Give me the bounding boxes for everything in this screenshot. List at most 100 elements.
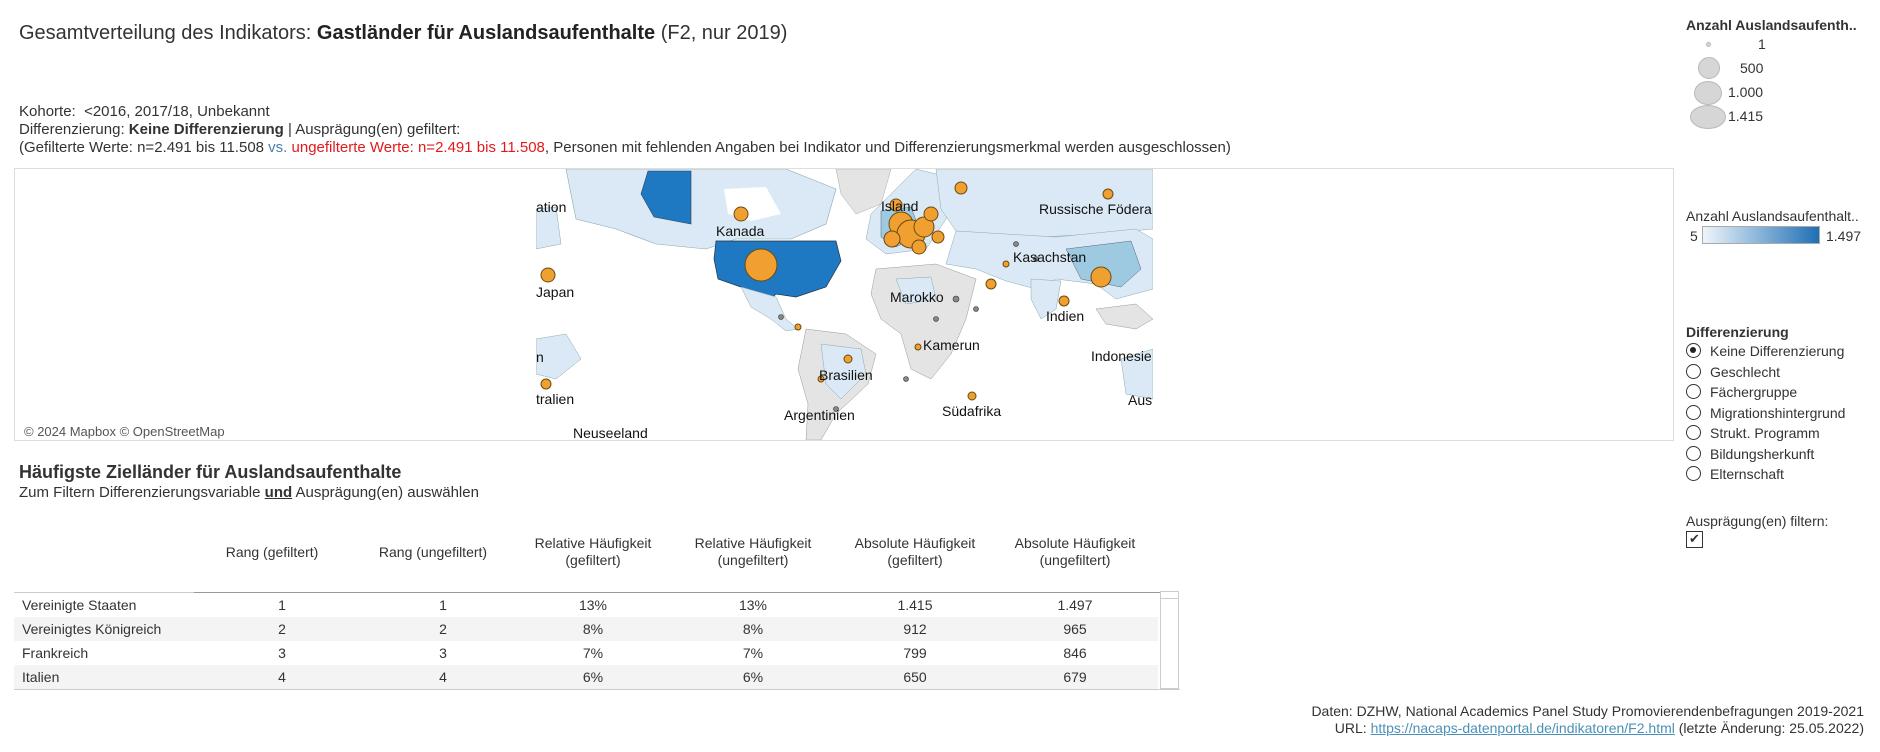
- diff-filter-title: Differenzierung: [1686, 324, 1789, 340]
- header-rang-ungefiltert[interactable]: Rang (ungefiltert): [378, 544, 488, 560]
- size-legend-ball-500: [1698, 57, 1720, 79]
- cell-land: Vereinigtes Königreich: [22, 621, 162, 637]
- map-label-argentinien: Argentinien: [784, 407, 855, 423]
- size-legend: 1 500 1.000 1.415: [1686, 36, 1846, 132]
- radio-label[interactable]: Geschlecht: [1710, 364, 1781, 380]
- cell-rang-gef: 1: [278, 597, 286, 613]
- cell-abs-gef: 912: [903, 621, 927, 637]
- diff-suffix: | Ausprägung(en) gefiltert:: [283, 121, 461, 138]
- map-label-kasachstan: Kasachstan: [1013, 249, 1087, 265]
- map-label-n: n: [536, 349, 544, 365]
- kohorte-label: Kohorte:: [19, 103, 76, 120]
- map-label-island: Island: [881, 198, 919, 214]
- size-legend-ball-1415: [1690, 105, 1726, 129]
- header-rel-gefiltert[interactable]: Relative Häufigkeit (gefiltert): [523, 535, 663, 569]
- radio-faechergruppe[interactable]: [1686, 384, 1701, 399]
- radio-label[interactable]: Migrationshintergrund: [1710, 405, 1846, 421]
- subtitle-und: und: [264, 484, 293, 501]
- cell-rang-gef: 3: [278, 645, 286, 661]
- map-label-neuseeland: Neuseeland: [573, 425, 648, 440]
- size-legend-label-1000: 1.000: [1728, 84, 1764, 100]
- header-rel-ungefiltert[interactable]: Relative Häufigkeit (ungefiltert): [683, 535, 823, 569]
- footer-url-link[interactable]: https://nacaps-datenportal.de/indikatore…: [1370, 720, 1675, 736]
- header-abs-gef-line1: Absolute Häufigkeit: [854, 535, 976, 551]
- table-subtitle: Zum Filtern Differenzierungsvariable und…: [19, 484, 479, 501]
- filter-info: Kohorte: <2016, 2017/18, Unbekannt Diffe…: [19, 103, 1231, 157]
- cell-rang-ungef: 1: [439, 597, 447, 613]
- cell-rel-ungef: 7%: [742, 645, 764, 661]
- map-label-indien: Indien: [1046, 308, 1085, 324]
- radio-elternschaft[interactable]: [1686, 466, 1701, 481]
- header-rel-ungef-line1: Relative Häufigkeit: [694, 535, 812, 551]
- table-title: Häufigste Zielländer für Auslandsaufenth…: [19, 462, 402, 482]
- radio-bildungsherkunft[interactable]: [1686, 446, 1701, 461]
- cell-abs-gef: 650: [903, 669, 927, 685]
- header-abs-ungef-line1: Absolute Häufigkeit: [1014, 535, 1136, 551]
- size-legend-ball-1000: [1694, 81, 1722, 105]
- kohorte-value: <2016, 2017/18, Unbekannt: [84, 103, 270, 120]
- map-label-marokko: Marokko: [890, 289, 944, 305]
- map-label-kamerun: Kamerun: [923, 337, 980, 353]
- radio-label[interactable]: Strukt. Programm: [1710, 425, 1820, 441]
- table-scrollbar[interactable]: [1160, 591, 1179, 689]
- cell-abs-gef: 799: [903, 645, 927, 661]
- radio-migrationshintergrund[interactable]: [1686, 405, 1701, 420]
- table-bottom-border: [14, 689, 1180, 690]
- table-row[interactable]: Italien 4 4 6% 6% 650 679: [14, 665, 1158, 689]
- size-legend-title: Anzahl Auslandsaufenth..: [1686, 17, 1857, 33]
- radio-keine-differenzierung[interactable]: [1686, 343, 1701, 358]
- map-label-ation: ation: [536, 199, 567, 215]
- radio-strukt-programm[interactable]: [1686, 425, 1701, 440]
- world-map[interactable]: ation Kanada Island Russische Födera Jap…: [536, 169, 1153, 440]
- cell-abs-ungef: 846: [1063, 645, 1087, 661]
- color-legend-max: 1.497: [1826, 228, 1862, 244]
- page-title: Gesamtverteilung des Indikators: Gastlän…: [19, 22, 787, 45]
- table-row[interactable]: Vereinigte Staaten 1 1 13% 13% 1.415 1.4…: [14, 593, 1158, 617]
- map-label-indonesien: Indonesie: [1091, 348, 1152, 364]
- cell-rang-ungef: 3: [439, 645, 447, 661]
- filter-label: Ausprägung(en) filtern:: [1686, 513, 1829, 529]
- map-label-kanada: Kanada: [716, 223, 765, 239]
- cell-abs-ungef: 1.497: [1057, 597, 1093, 613]
- size-legend-label-1415: 1.415: [1728, 108, 1764, 124]
- filter-suffix: , Personen mit fehlenden Angaben bei Ind…: [544, 139, 1231, 156]
- radio-label[interactable]: Elternschaft: [1710, 466, 1784, 482]
- cell-rel-ungef: 8%: [742, 621, 764, 637]
- map-label-japan: Japan: [536, 284, 575, 300]
- table-row[interactable]: Frankreich 3 3 7% 7% 799 846: [14, 641, 1158, 665]
- diff-value: Keine Differenzierung: [128, 121, 284, 138]
- cell-rel-ungef: 6%: [742, 669, 764, 685]
- subtitle-prefix: Zum Filtern Differenzierungsvariable: [19, 484, 265, 501]
- color-legend-gradient: [1702, 226, 1820, 244]
- cell-rel-gef: 7%: [582, 645, 604, 661]
- radio-label[interactable]: Bildungsherkunft: [1710, 446, 1815, 462]
- table-row[interactable]: Vereinigtes Königreich 2 2 8% 8% 912 965: [14, 617, 1158, 641]
- header-rang-gefiltert[interactable]: Rang (gefiltert): [225, 544, 319, 560]
- footer-url-line: URL: https://nacaps-datenportal.de/indik…: [1335, 720, 1864, 736]
- radio-geschlecht[interactable]: [1686, 364, 1701, 379]
- cell-rel-ungef: 13%: [738, 597, 768, 613]
- cell-land: Italien: [22, 669, 60, 685]
- filter-vs: vs.: [268, 139, 288, 156]
- radio-label[interactable]: Fächergruppe: [1710, 384, 1798, 400]
- cell-rang-gef: 2: [278, 621, 286, 637]
- header-rel-ungef-line2: (ungefiltert): [717, 552, 789, 568]
- map-label-aus: Aus: [1128, 392, 1153, 408]
- header-rel-gef-line2: (gefiltert): [565, 552, 621, 568]
- filter-unfiltered: ungefilterte Werte: n=2.491 bis 11.508: [287, 139, 545, 156]
- cell-abs-ungef: 965: [1063, 621, 1087, 637]
- size-legend-label-1: 1: [1758, 36, 1766, 52]
- header-abs-ungef-line2: (ungefiltert): [1039, 552, 1111, 568]
- table-divider-left: [14, 592, 194, 593]
- cell-rel-gef: 6%: [582, 669, 604, 685]
- filter-checkbox[interactable]: ✔: [1686, 531, 1703, 548]
- header-abs-ungefiltert[interactable]: Absolute Häufigkeit (ungefiltert): [1005, 535, 1145, 569]
- map-label-brasilien: Brasilien: [819, 367, 873, 383]
- subtitle-suffix: Ausprägung(en) auswählen: [292, 484, 479, 501]
- world-map-svg[interactable]: [536, 169, 1153, 440]
- header-abs-gefiltert[interactable]: Absolute Häufigkeit (gefiltert): [845, 535, 985, 569]
- title-suffix: (F2, nur 2019): [655, 22, 788, 44]
- radio-label[interactable]: Keine Differenzierung: [1710, 343, 1845, 359]
- diff-label: Differenzierung:: [19, 121, 129, 138]
- map-label-russland: Russische Födera: [1039, 201, 1152, 217]
